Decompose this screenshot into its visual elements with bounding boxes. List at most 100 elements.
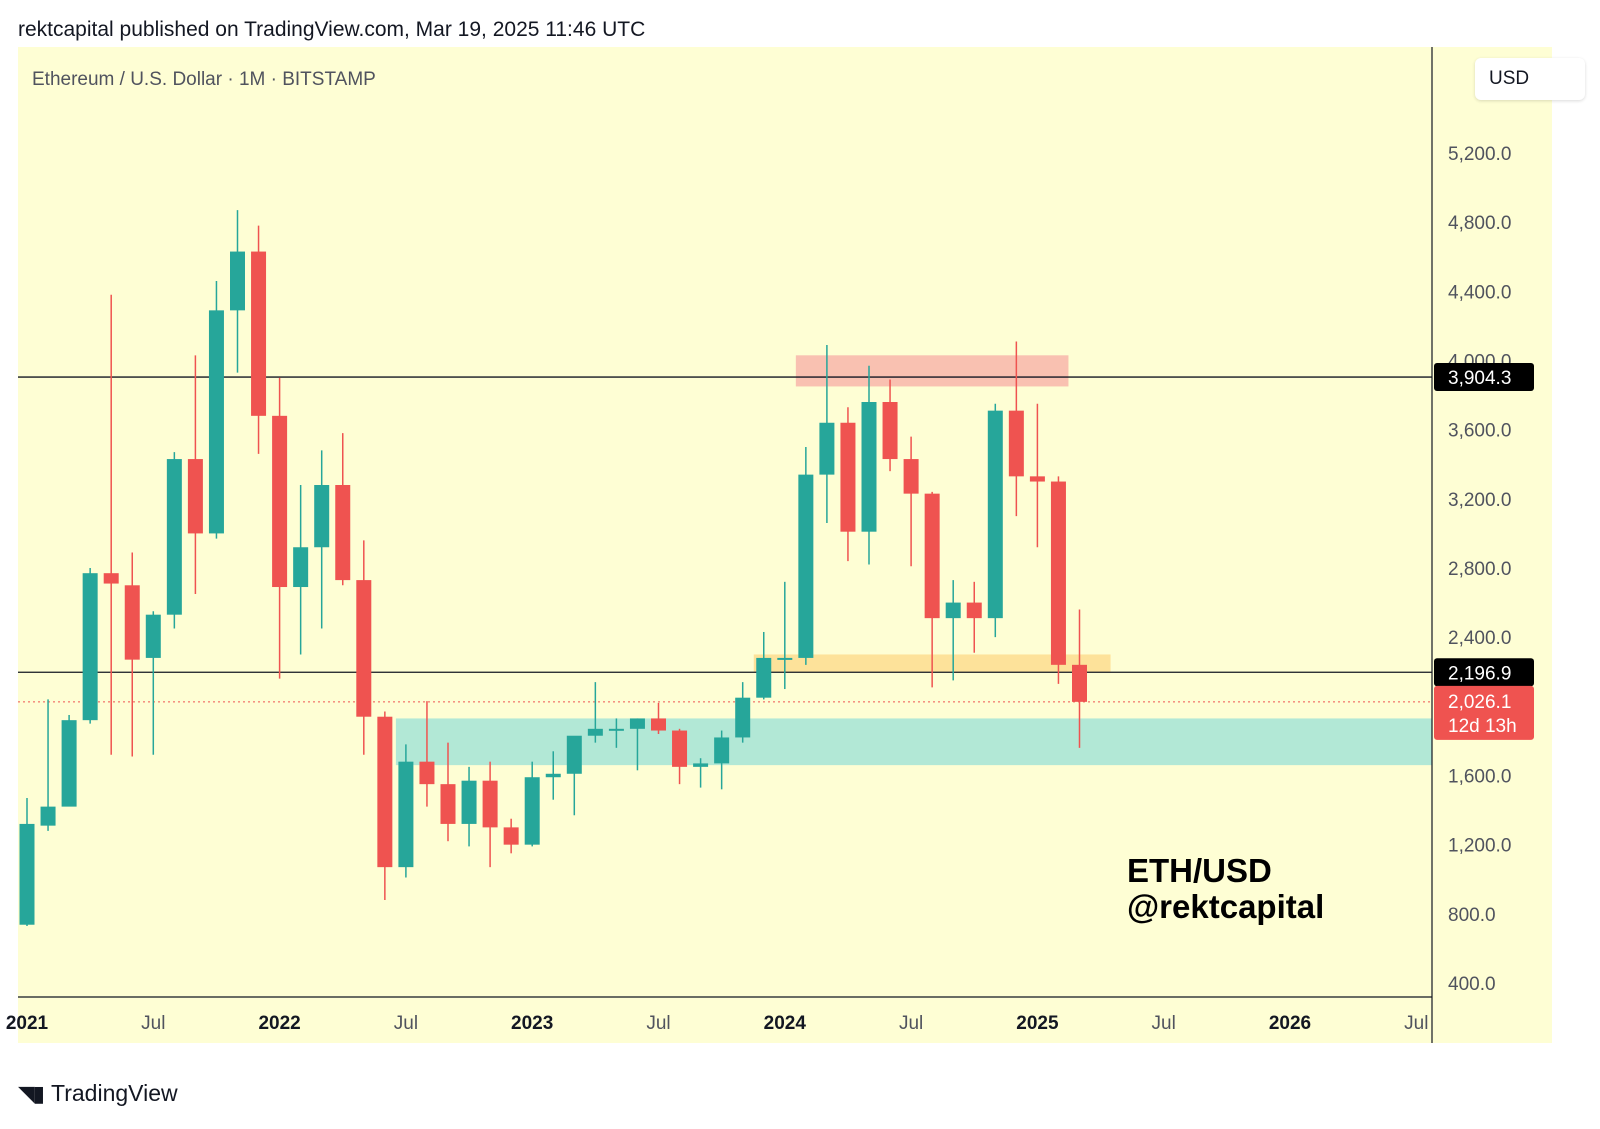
candle (1008, 341, 1024, 517)
candle (335, 433, 351, 586)
candle-body (672, 730, 688, 767)
currency-selector[interactable]: USD (1475, 58, 1585, 100)
time-tick-label: 2022 (258, 1013, 300, 1034)
candle-body (566, 735, 582, 774)
candle-body (356, 580, 372, 717)
price-tick-label: 400.0 (1448, 974, 1496, 995)
candle (19, 797, 35, 926)
price-tick-label: 1,600.0 (1448, 767, 1511, 788)
currency-label: USD (1489, 68, 1530, 89)
time-tick-label: Jul (899, 1013, 923, 1034)
candle (882, 379, 898, 472)
candle-body (461, 780, 477, 824)
time-tick-label: Jul (646, 1013, 670, 1034)
candle-body (314, 485, 330, 548)
price-tag-low: 2,196.9 (1434, 658, 1534, 687)
candle-body (882, 402, 898, 460)
candle (756, 631, 772, 700)
candle-body (756, 657, 772, 698)
price-tick-label: 4,400.0 (1448, 282, 1511, 303)
candle (40, 699, 56, 831)
time-tick-label: Jul (1152, 1013, 1176, 1034)
countdown-text: 12d 13h (1448, 716, 1517, 737)
candle-body (482, 780, 498, 828)
candle (314, 450, 330, 629)
candle-body (524, 777, 540, 845)
candle-body (861, 402, 877, 532)
price-tick-label: 3,600.0 (1448, 421, 1511, 442)
candle-body (714, 737, 730, 764)
candle-body (651, 718, 666, 731)
candle (545, 751, 561, 800)
resistance-zone (795, 355, 1069, 387)
candle-body (230, 251, 245, 311)
candle (1050, 476, 1066, 684)
candle-body (124, 585, 140, 660)
price-tag-low-text: 2,196.9 (1448, 663, 1511, 684)
candle (82, 568, 98, 724)
candle (651, 702, 666, 734)
candle (398, 744, 414, 878)
candle-body (798, 474, 814, 658)
candle (1072, 609, 1087, 748)
symbol-title: Ethereum / U.S. Dollar · 1M · BITSTAMP (32, 69, 376, 90)
tradingview-logo[interactable]: ◥▮ TradingView (18, 1080, 178, 1107)
tradingview-logo-text: TradingView (51, 1080, 178, 1106)
candle-body (945, 602, 961, 619)
candles-layer (19, 210, 1087, 926)
time-tick-label: Jul (394, 1013, 418, 1034)
candle-body (1050, 481, 1066, 665)
candle-body (19, 823, 35, 925)
price-tick-label: 4,800.0 (1448, 213, 1511, 234)
price-axis-background (1432, 47, 1552, 1043)
chart-plot-background (18, 47, 1432, 1043)
price-tag-high: 3,904.3 (1434, 363, 1534, 392)
candle-body (377, 716, 393, 868)
candle (945, 580, 961, 681)
candle (861, 365, 877, 565)
candle (230, 210, 245, 373)
candle (903, 436, 919, 567)
time-tick-label: 2023 (511, 1013, 553, 1034)
candle (440, 742, 456, 842)
price-tick-label: 2,400.0 (1448, 628, 1511, 649)
watermark-line1: ETH/USD (1127, 852, 1272, 889)
price-tick-label: 3,200.0 (1448, 490, 1511, 511)
price-tick-label: 800.0 (1448, 905, 1496, 926)
candle-body (1008, 410, 1024, 477)
candle (293, 485, 309, 655)
candle-body (629, 718, 645, 729)
candle-body (1029, 476, 1045, 482)
candle (124, 552, 140, 757)
candle-body (840, 422, 856, 532)
candle-body (82, 573, 98, 721)
time-tick-label: 2021 (6, 1013, 49, 1034)
candle (272, 377, 288, 679)
candle (377, 711, 393, 900)
candle (840, 407, 856, 562)
candle (503, 818, 519, 854)
candle-body (208, 310, 224, 534)
candle (482, 761, 498, 868)
candle (251, 225, 267, 454)
candle-body (1072, 664, 1087, 702)
candle (777, 581, 793, 690)
candle (735, 682, 751, 743)
time-tick-label: 2025 (1016, 1013, 1059, 1034)
candle (461, 766, 477, 847)
price-tag-high-bg (1434, 363, 1534, 392)
candle-body (545, 773, 561, 778)
price-tag-last-bg (1434, 685, 1534, 740)
candle-body (966, 602, 982, 619)
price-tag-low-bg (1434, 658, 1534, 687)
candle-body (693, 763, 709, 767)
candle-body (608, 728, 624, 731)
candle-body (103, 573, 119, 584)
candle (187, 355, 203, 594)
candle-body (61, 720, 77, 807)
candle (714, 730, 730, 790)
candle-body (251, 251, 267, 416)
candle-body (398, 761, 414, 868)
time-tick-label: Jul (141, 1013, 165, 1034)
